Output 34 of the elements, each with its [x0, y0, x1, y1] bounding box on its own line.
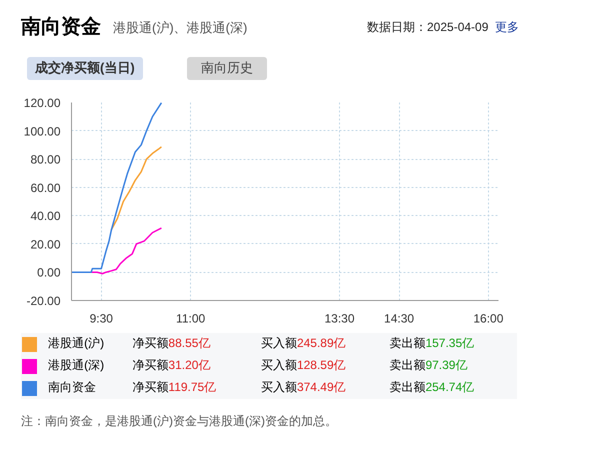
chart-title: 南向资金 [21, 15, 101, 40]
legend-label: 港股通(深) [47, 357, 106, 374]
line-series [72, 102, 162, 273]
text: 数据日期：2025-04-09 [367, 19, 488, 36]
text: 买入额374.49亿 [260, 379, 347, 396]
chart-subtitle: 港股通(沪)、港股通(深) [113, 19, 248, 37]
text: 卖出额157.35亿 [388, 335, 476, 352]
text: 净买额31.20亿 [131, 357, 212, 374]
y-tick-label: 40.00 [30, 209, 61, 224]
text: 卖出额254.74亿 [388, 379, 476, 396]
y-tick-label: 60.00 [30, 180, 61, 195]
legend-label: 南向资金 [47, 379, 98, 396]
text: 成交净买额(当日) [27, 57, 143, 80]
text: 净买额119.75亿 [131, 379, 218, 396]
text: 卖出额97.39亿 [388, 357, 468, 374]
x-tick-label: 16:00 [473, 312, 504, 326]
y-tick-label: 80.00 [30, 152, 61, 167]
y-tick-label: -20.00 [26, 294, 61, 308]
y-tick-label: 20.00 [30, 237, 61, 252]
x-tick-label: 11:00 [176, 312, 206, 326]
y-tick-label: 0.00 [37, 266, 61, 280]
x-tick-label: 9:30 [90, 312, 114, 326]
line-series [110, 146, 162, 231]
x-tick-label: 13:30 [324, 312, 355, 326]
legend-label: 港股通(沪) [47, 335, 106, 352]
text: 更多 [495, 19, 519, 36]
text: 净买额88.55亿 [131, 335, 212, 352]
text: 买入额128.59亿 [260, 357, 347, 374]
y-tick-label: 100.00 [24, 124, 61, 138]
y-tick-label: 120.00 [24, 96, 61, 110]
text: 南向历史 [187, 57, 267, 80]
text: 买入额245.89亿 [260, 335, 347, 352]
x-tick-label: 14:30 [384, 312, 414, 326]
text: 注：南向资金，是港股通(沪)资金与港股通(深)资金的加总。 [21, 413, 337, 430]
